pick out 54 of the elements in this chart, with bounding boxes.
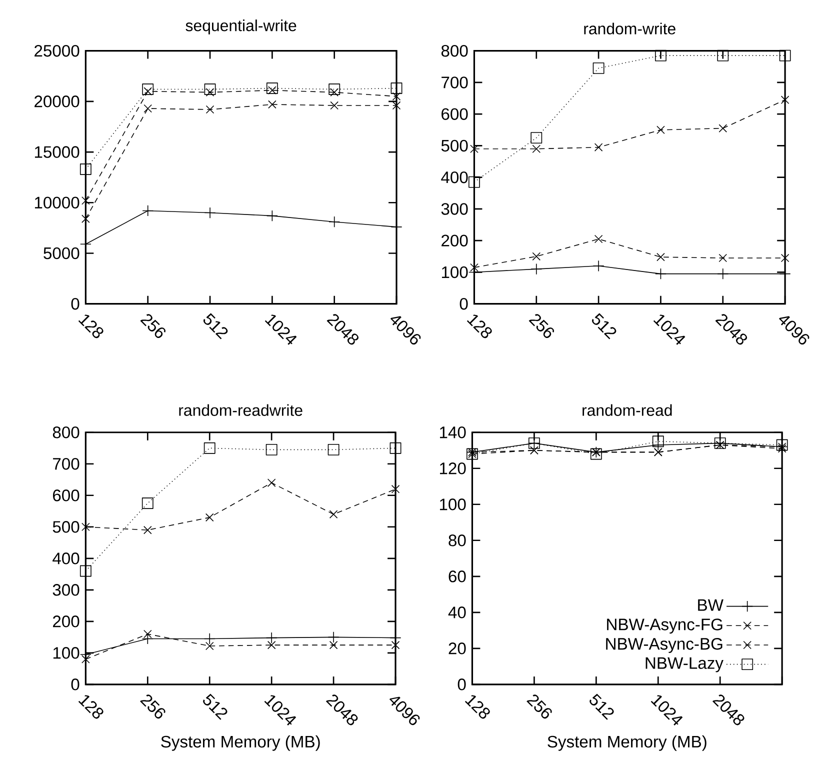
y-tick-label: 0 bbox=[458, 678, 466, 690]
y-tick-label: 800 bbox=[52, 426, 80, 438]
y-tick-label: 600 bbox=[53, 489, 80, 502]
legend-label: NBW-Lazy bbox=[646, 657, 724, 672]
x-tick-label: 512 bbox=[203, 694, 228, 720]
y-tick-label: 700 bbox=[442, 76, 468, 88]
y-tick-label: 200 bbox=[53, 616, 80, 628]
y-tick-label: 800 bbox=[441, 44, 468, 57]
y-tick-label: 140 bbox=[440, 426, 466, 438]
y-tick-label: 100 bbox=[53, 647, 80, 659]
y-tick-label: 300 bbox=[52, 584, 80, 596]
y-tick-label: 500 bbox=[52, 520, 80, 533]
legend-label: NBW-Async-FG bbox=[607, 618, 722, 634]
x-tick-label: 256 bbox=[526, 694, 552, 719]
x-tick-label: 256 bbox=[140, 314, 166, 338]
chart-title: sequential-write bbox=[186, 19, 296, 34]
y-tick-label: 10000 bbox=[34, 196, 80, 208]
y-tick-label: 200 bbox=[442, 234, 468, 246]
x-tick-label: 128 bbox=[78, 314, 104, 338]
legend-label: BW bbox=[698, 599, 724, 611]
y-tick-label: 25000 bbox=[34, 44, 80, 57]
chart-title: random-read bbox=[582, 404, 672, 416]
y-tick-label: 400 bbox=[52, 552, 80, 564]
x-tick-label: 256 bbox=[528, 314, 554, 338]
x-tick-label: 128 bbox=[78, 695, 104, 719]
y-tick-label: 600 bbox=[442, 108, 468, 120]
y-tick-label: 40 bbox=[448, 606, 466, 618]
y-tick-label: 15000 bbox=[34, 146, 80, 158]
y-tick-label: 5000 bbox=[44, 247, 80, 260]
x-axis-title: System Memory (MB) bbox=[548, 735, 706, 751]
legend-label: NBW-Async-BG bbox=[606, 638, 722, 653]
x-tick-label: 128 bbox=[464, 695, 490, 719]
y-tick-label: 0 bbox=[460, 298, 468, 310]
x-axis-title: System Memory (MB) bbox=[161, 735, 320, 751]
y-tick-label: 300 bbox=[441, 203, 468, 215]
y-tick-label: 120 bbox=[440, 462, 466, 474]
y-tick-label: 80 bbox=[448, 534, 466, 546]
x-tick-label: 128 bbox=[466, 314, 492, 338]
x-tick-label: 512 bbox=[590, 694, 614, 720]
y-tick-label: 400 bbox=[441, 171, 468, 184]
y-tick-label: 20 bbox=[448, 642, 466, 654]
y-tick-label: 60 bbox=[448, 570, 466, 582]
y-tick-label: 20000 bbox=[34, 96, 80, 108]
y-tick-label: 0 bbox=[71, 678, 80, 690]
y-tick-label: 100 bbox=[440, 498, 466, 510]
chart-title: random-readwrite bbox=[179, 404, 302, 416]
y-tick-label: 500 bbox=[441, 140, 468, 152]
x-tick-label: 256 bbox=[140, 694, 166, 719]
chart-title: random-write bbox=[584, 22, 676, 34]
x-tick-label: 512 bbox=[203, 313, 228, 340]
y-tick-label: 0 bbox=[71, 298, 80, 310]
y-tick-label: 700 bbox=[53, 458, 80, 470]
x-tick-label: 512 bbox=[592, 313, 616, 340]
y-tick-label: 100 bbox=[442, 266, 468, 278]
